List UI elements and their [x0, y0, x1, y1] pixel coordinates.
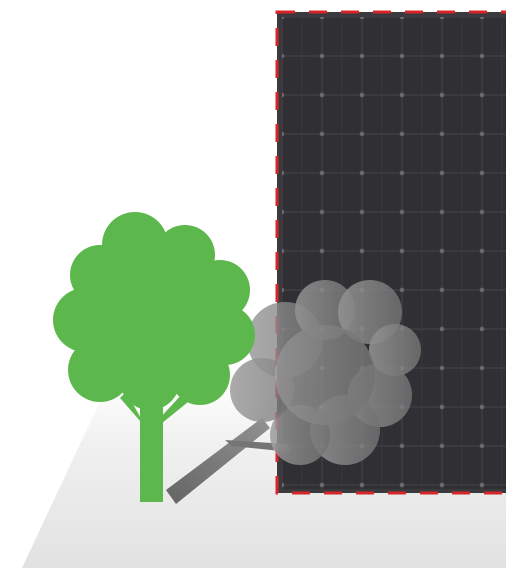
- tree-crown: [53, 212, 255, 410]
- tree-branch: [156, 394, 188, 428]
- tree-trunk: [140, 380, 163, 502]
- tree-branch: [120, 392, 148, 430]
- tree: [53, 212, 255, 502]
- shadow-trunk: [166, 418, 270, 504]
- tree-shadow: [166, 280, 421, 504]
- panel-outline: [275, 10, 506, 495]
- shadow-crown: [230, 280, 421, 465]
